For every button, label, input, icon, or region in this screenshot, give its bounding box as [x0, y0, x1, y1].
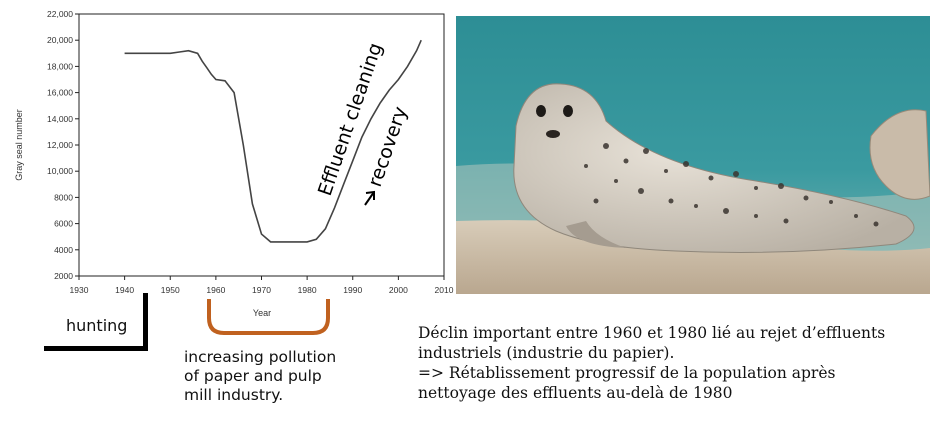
x-axis-title: Year — [253, 308, 271, 318]
french-text-line: industriels (industrie du papier). — [418, 344, 675, 362]
y-tick-label: 4000 — [54, 245, 73, 255]
x-tick-label: 1990 — [343, 285, 362, 295]
x-tick-label: 1970 — [252, 285, 271, 295]
series-line-gray-seal — [124, 39, 422, 243]
y-tick-label: 16,000 — [47, 88, 73, 98]
french-text-line: => Rétablissement progressif de la popul… — [418, 364, 836, 382]
french-explanation: Déclin important entre 1960 et 1980 lié … — [418, 323, 940, 403]
caption-hunting: hunting — [66, 316, 128, 335]
french-text-line: nettoyage des effluents au-delà de 1980 — [418, 384, 733, 402]
caption-pollution: increasing pollution of paper and pulp m… — [184, 348, 336, 405]
y-tick-label: 20,000 — [47, 35, 73, 45]
y-tick-label: 12,000 — [47, 140, 73, 150]
y-tick-label: 18,000 — [47, 61, 73, 71]
y-tick-label: 2000 — [54, 271, 73, 281]
x-tick-label: 1960 — [206, 285, 225, 295]
x-tick-label: 1930 — [70, 285, 89, 295]
y-tick-label: 8000 — [54, 192, 73, 202]
y-tick-label: 6000 — [54, 219, 73, 229]
y-tick-label: 10,000 — [47, 166, 73, 176]
y-tick-label: 14,000 — [47, 114, 73, 124]
x-axis-ticks: 1930 1940 1950 1960 1970 1980 1990 2000 2010 — [70, 276, 454, 295]
french-text-line: Déclin important entre 1960 et 1980 lié … — [418, 324, 886, 342]
x-tick-label: 2010 — [435, 285, 454, 295]
pollution-bracket — [207, 299, 330, 335]
caption-pollution-line: increasing pollution — [184, 348, 337, 366]
caption-pollution-line: of paper and pulp — [184, 367, 322, 385]
caption-pollution-line: mill industry. — [184, 386, 284, 404]
y-axis-ticks: 2000 4000 6000 8000 10,000 12,000 14,000 16,000… — [47, 9, 79, 281]
hunting-bracket — [44, 293, 148, 351]
annotation-recovery: recovery — [364, 104, 412, 190]
recovery-arrow-icon — [364, 190, 375, 206]
x-tick-label: 1980 — [298, 285, 317, 295]
x-tick-label: 1940 — [115, 285, 134, 295]
x-tick-label: 1950 — [161, 285, 180, 295]
y-axis-title: Gray seal number — [14, 109, 24, 181]
seal-photo — [456, 16, 930, 294]
y-tick-label: 22,000 — [47, 9, 73, 19]
x-tick-label: 2000 — [389, 285, 408, 295]
